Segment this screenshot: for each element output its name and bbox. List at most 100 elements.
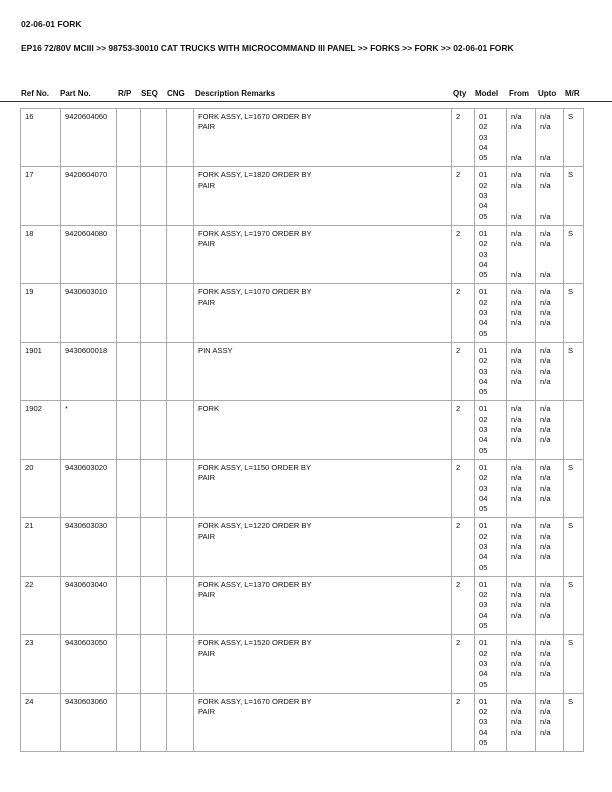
description-line: PAIR	[198, 648, 216, 658]
model-line: 01	[479, 521, 488, 531]
model-line: 01	[479, 228, 488, 238]
seq	[140, 107, 167, 168]
model-line: 02	[479, 414, 488, 424]
from-line: n/a	[511, 483, 522, 493]
model-line: 05	[479, 738, 488, 748]
part-no: 9430600018	[60, 341, 117, 402]
mr: S	[563, 107, 584, 168]
upto-line	[540, 387, 559, 397]
from-line: n/a	[511, 707, 522, 717]
upto-line: n/a	[540, 366, 551, 376]
model-line: 04	[479, 435, 488, 445]
upto-line	[540, 504, 559, 514]
rp	[116, 283, 141, 343]
part-no: *	[60, 400, 117, 460]
description-line: PAIR	[198, 590, 216, 600]
from-line	[511, 133, 531, 143]
from-line: n/a	[511, 239, 522, 249]
description: FORK ASSY, L=1070 ORDER BY PAIR	[193, 283, 452, 343]
from-line: n/a	[511, 579, 522, 589]
description-line: FORK ASSY, L=1520 ORDER BY	[198, 638, 312, 648]
from-line	[511, 201, 531, 211]
col-seq: SEQ	[141, 89, 158, 98]
from-line	[511, 143, 531, 153]
from-line: n/a	[511, 228, 522, 238]
model-line: 05	[479, 621, 488, 631]
model-line: 02	[479, 531, 488, 541]
description-line: PIN ASSY	[198, 345, 233, 355]
col-desc: Description Remarks	[195, 89, 276, 98]
upto-line: n/a	[540, 462, 551, 472]
rp	[116, 575, 141, 636]
model-line: 02	[479, 473, 488, 483]
description: FORK ASSY, L=1970 ORDER BY PAIR	[193, 224, 452, 285]
seq	[140, 634, 167, 694]
model-line: 01	[479, 579, 488, 589]
upto-line	[540, 329, 559, 339]
model-line: 04	[479, 318, 488, 328]
model-line: 02	[479, 297, 488, 307]
upto-line	[540, 250, 559, 260]
from-line: n/a	[511, 297, 522, 307]
from-line: n/a	[511, 308, 522, 318]
cng	[166, 341, 194, 402]
model-line: 02	[479, 122, 488, 132]
rp	[116, 224, 141, 285]
mr: S	[563, 575, 584, 636]
mr: S	[563, 692, 584, 753]
from-line: n/a	[511, 153, 522, 163]
mr	[563, 400, 584, 460]
from-line: n/a	[511, 414, 522, 424]
description-line: FORK	[198, 404, 220, 414]
from-line	[511, 504, 531, 514]
upto-line	[540, 680, 559, 690]
model-line: 05	[479, 153, 488, 163]
model-line: 03	[479, 483, 488, 493]
from-line	[511, 563, 531, 573]
model-line: 05	[479, 387, 488, 397]
from-line: n/a	[511, 435, 522, 445]
model: 01 02 03 04 05	[474, 692, 507, 753]
col-rp: R/P	[118, 89, 132, 98]
upto-line: n/a	[540, 239, 551, 249]
upto-line	[540, 143, 559, 153]
cng	[166, 517, 194, 577]
from: n/a n/a n/a n/a	[506, 341, 536, 402]
description-line: FORK ASSY, L=1370 ORDER BY	[198, 579, 312, 589]
upto-line: n/a	[540, 610, 551, 620]
model: 01 02 03 04 05	[474, 400, 507, 460]
mr: S	[563, 224, 584, 285]
upto: n/a n/a n/a n/a	[535, 517, 564, 577]
seq	[140, 458, 167, 519]
description: PIN ASSY	[193, 341, 452, 402]
from: n/a n/a n/a n/a	[506, 692, 536, 753]
table-row: 24 9430603060 FORK ASSY, L=1670 ORDER BY PA…	[20, 692, 584, 753]
model-line: 05	[479, 328, 488, 338]
upto-line	[540, 260, 559, 270]
from-line: n/a	[511, 345, 522, 355]
from-line: n/a	[511, 610, 522, 620]
cng	[166, 458, 194, 519]
description-line: PAIR	[198, 473, 216, 483]
cng	[166, 166, 194, 226]
upto: n/a n/a n/a n/a	[535, 692, 564, 753]
from: n/a n/a n/a n/a	[506, 283, 536, 343]
upto: n/a n/a n/a n/a	[535, 634, 564, 694]
from-line: n/a	[511, 211, 522, 221]
upto-line: n/a	[540, 638, 551, 648]
upto-line: n/a	[540, 211, 551, 221]
description-line: FORK ASSY, L=1670 ORDER BY	[198, 112, 312, 121]
qty: 2	[451, 517, 475, 577]
upto-line	[540, 738, 559, 748]
seq	[140, 692, 167, 753]
col-model: Model	[475, 89, 499, 98]
from-line: n/a	[511, 552, 522, 562]
model-line: 02	[479, 590, 488, 600]
from-line: n/a	[511, 287, 522, 297]
part-no: 9430603010	[60, 283, 117, 343]
qty: 2	[451, 458, 475, 519]
description-line: PAIR	[198, 297, 216, 307]
ref-no: 17	[20, 166, 61, 226]
description-line: FORK ASSY, L=1150 ORDER BY	[198, 462, 312, 472]
from-line: n/a	[511, 658, 522, 668]
